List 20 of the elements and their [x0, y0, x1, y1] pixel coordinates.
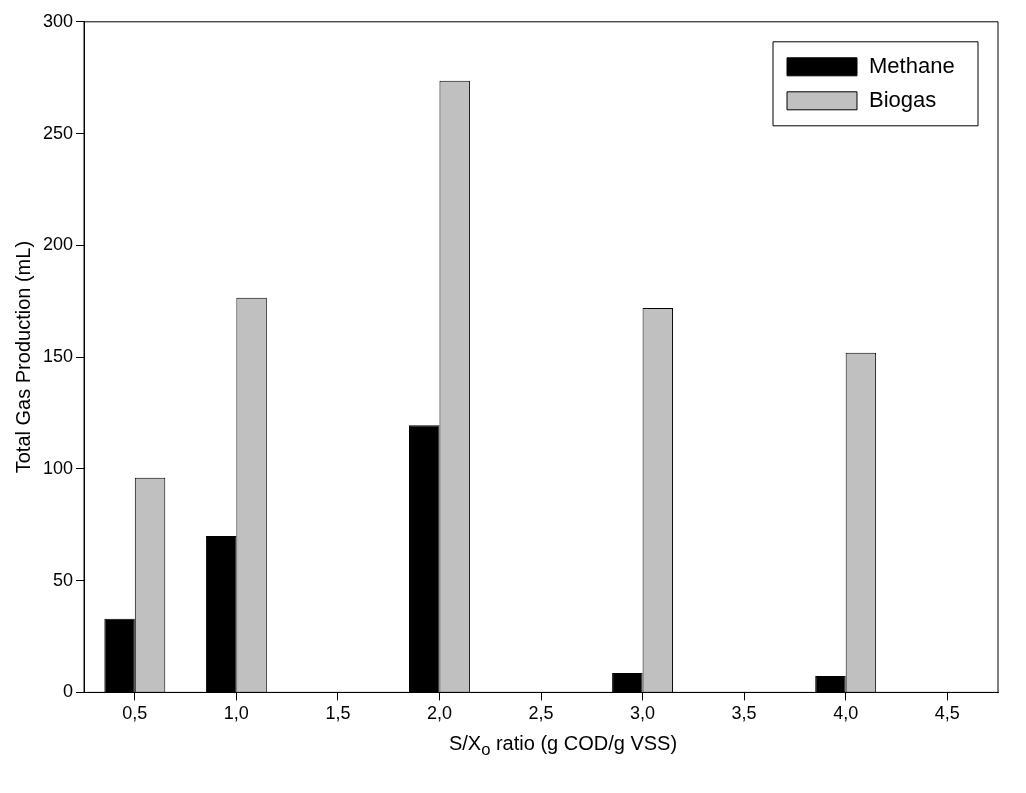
- x-tick-label: 2,0: [426, 703, 452, 724]
- legend-label: Methane: [869, 52, 955, 78]
- y-tick-label: 150: [42, 346, 74, 367]
- y-tick-label: 250: [42, 122, 74, 143]
- y-tick-label: 100: [42, 457, 74, 478]
- y-tick-label: 0: [63, 681, 74, 702]
- y-tick-label: 50: [53, 569, 74, 590]
- x-tick-label: 1,0: [223, 703, 249, 724]
- x-tick-label: 3,5: [731, 703, 757, 724]
- x-axis-title: S/X$_{o}$ ratio (g COD/g VSS): [447, 732, 679, 760]
- y-tick-label: 300: [42, 10, 74, 31]
- x-tick-label: 4,0: [833, 703, 859, 724]
- x-tick-label: 3,0: [630, 703, 656, 724]
- y-axis-title: Total Gas Production (mL): [11, 240, 34, 474]
- x-tick-label: 4,5: [934, 703, 960, 724]
- legend-label: Biogas: [869, 86, 937, 112]
- x-tick-label: 1,5: [325, 703, 351, 724]
- x-tick-label: 0,5: [122, 703, 148, 724]
- y-tick-label: 200: [42, 234, 74, 255]
- x-tick-label: 2,5: [528, 703, 554, 724]
